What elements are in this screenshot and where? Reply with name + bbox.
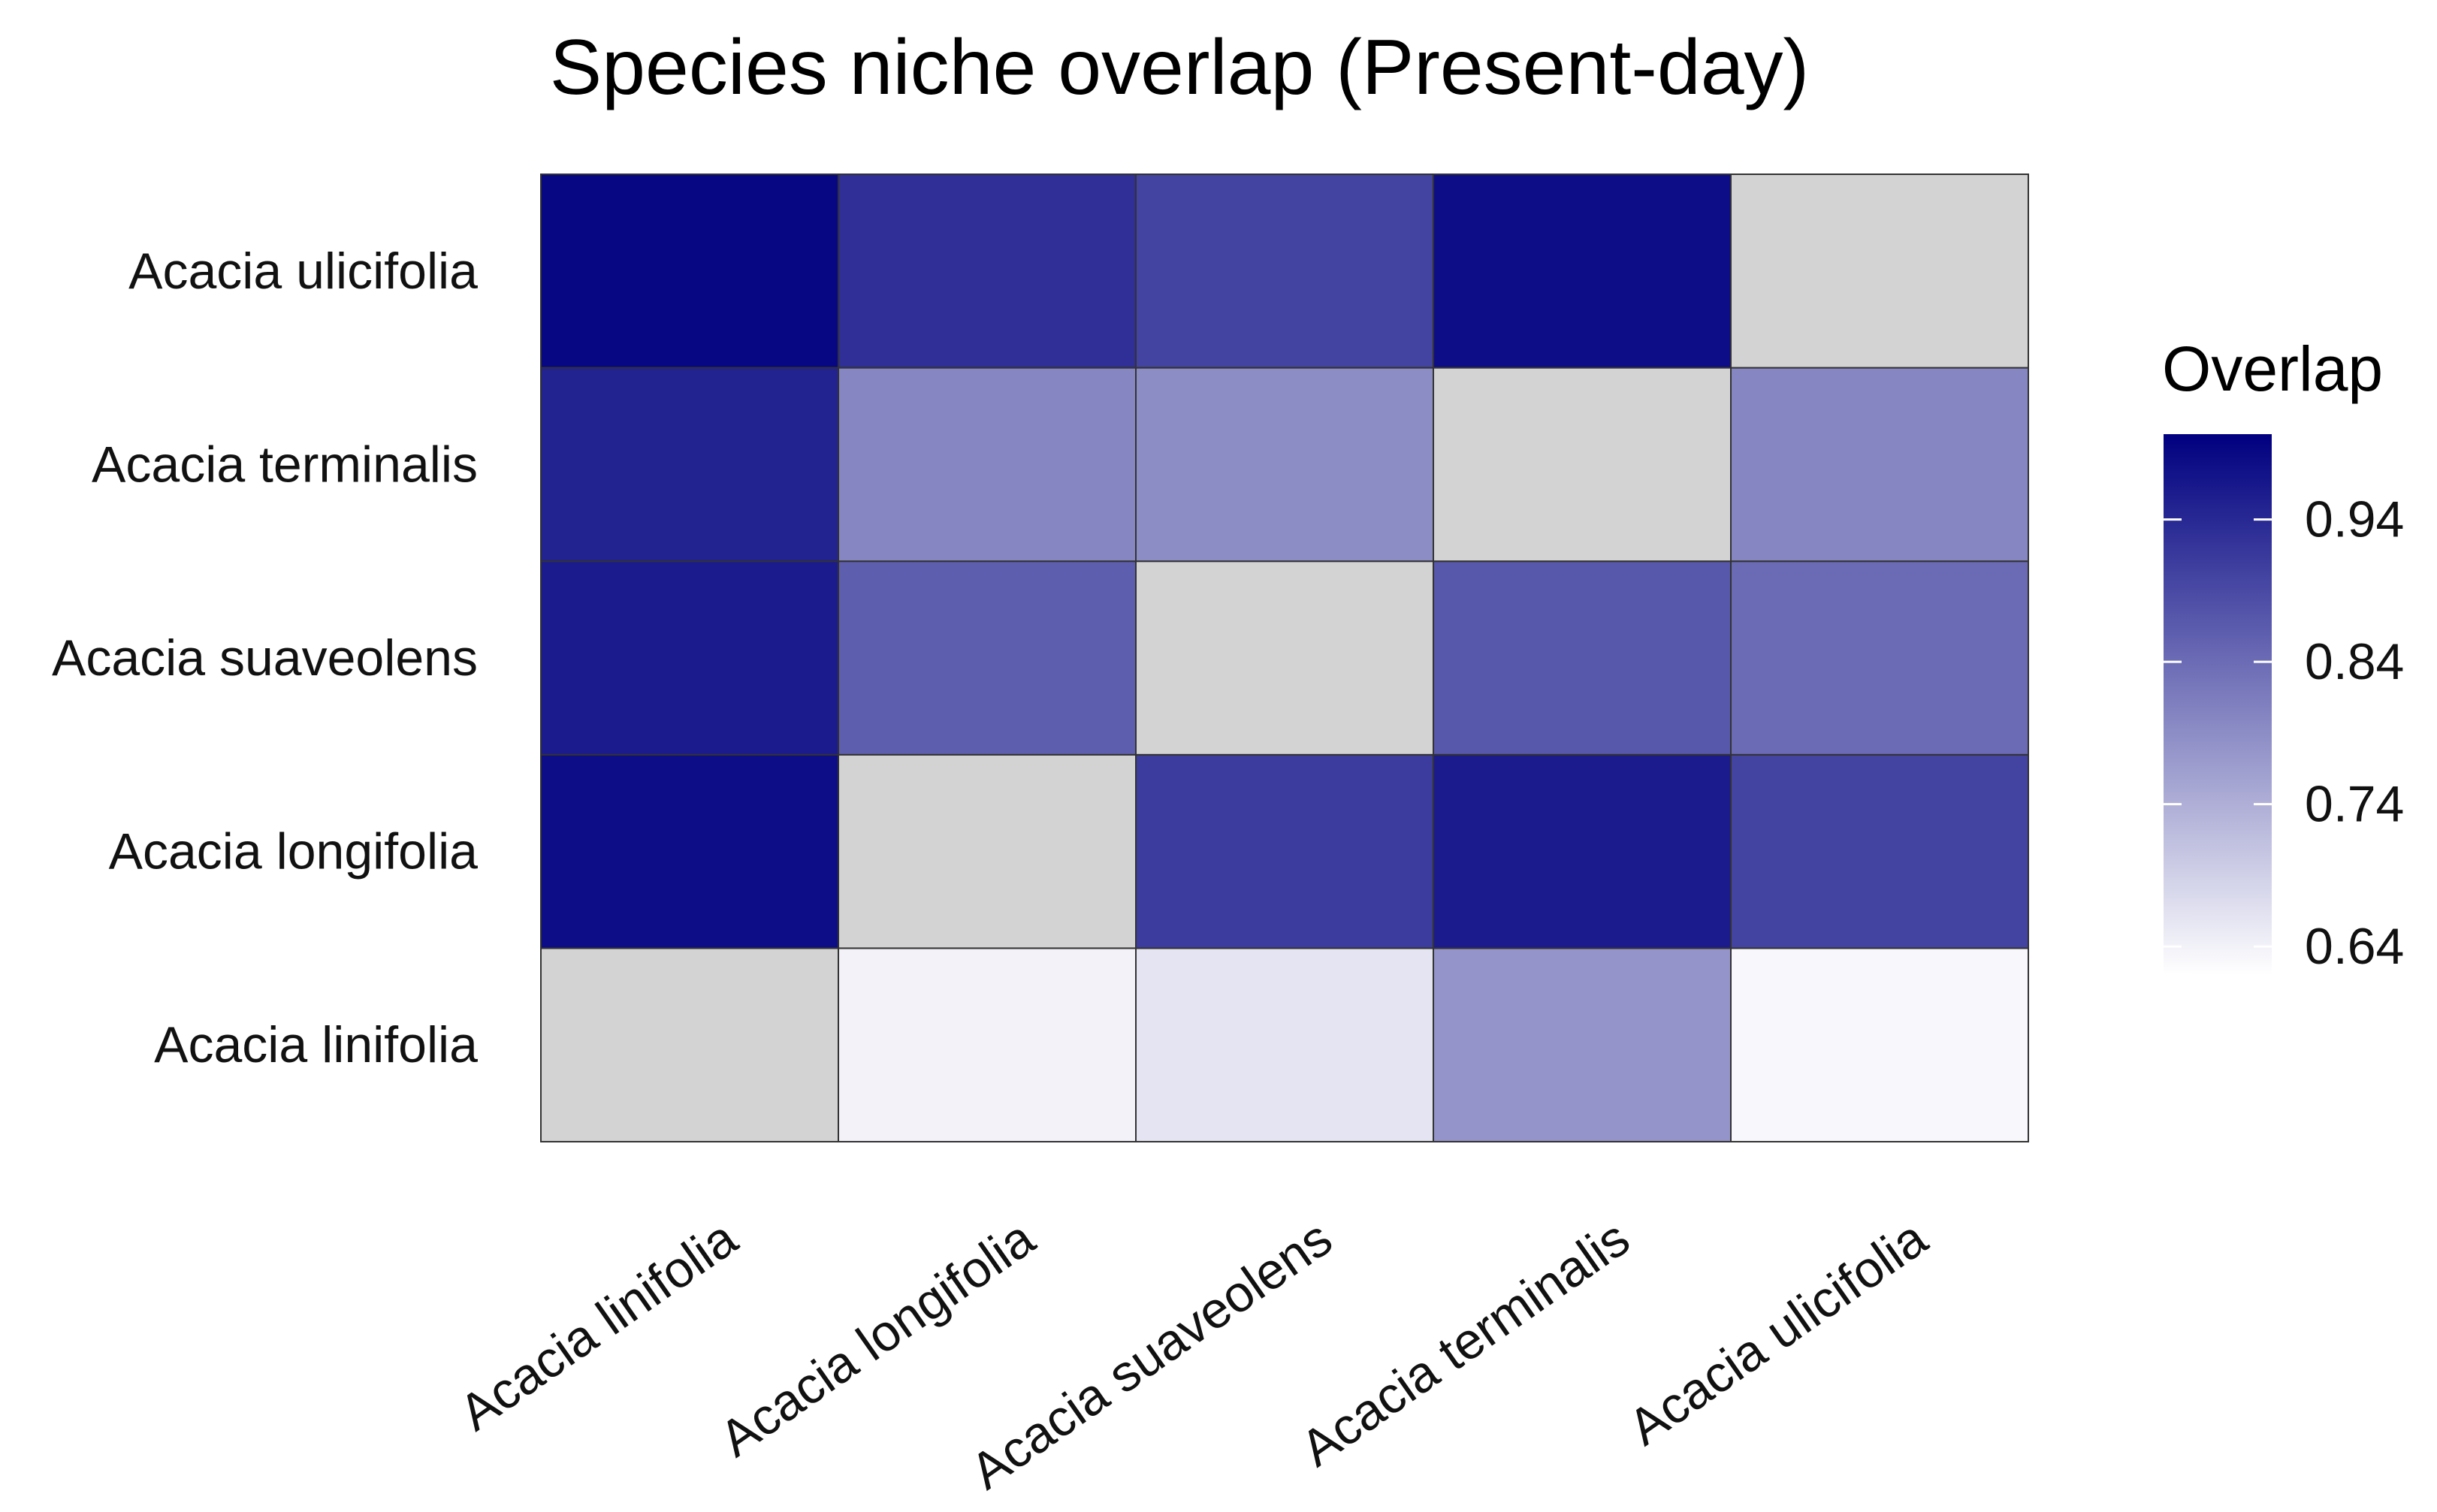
- heatmap-cell-1-1: [540, 947, 839, 1143]
- heatmap-cell-2-4: [838, 367, 1137, 563]
- legend-colorbar: [2164, 434, 2272, 975]
- y-tick-label: Acacia linifolia: [154, 1016, 478, 1073]
- heatmap-cell-2-2: [838, 753, 1137, 949]
- heatmap-cell-3-5: [1135, 174, 1434, 369]
- heatmap-cell-1-3: [540, 560, 839, 756]
- heatmap-cells: [540, 174, 2029, 1143]
- legend-tick-label: 0.74: [2305, 776, 2404, 833]
- heatmap-cell-5-4: [1730, 367, 2029, 563]
- heatmap-cell-2-5: [838, 174, 1137, 369]
- heatmap-cell-3-2: [1135, 753, 1434, 949]
- legend-tick-label: 0.64: [2305, 918, 2404, 975]
- heatmap-cell-3-3: [1135, 560, 1434, 756]
- x-tick-label: Acacia linifolia: [449, 1209, 747, 1442]
- y-tick-label: Acacia terminalis: [92, 436, 478, 493]
- heatmap-cell-4-3: [1433, 560, 1732, 756]
- y-axis-labels: Acacia linifolia Acacia longifolia Acacia …: [52, 243, 478, 1073]
- color-legend: Overlap 0.64 0.74 0.84 0.94: [2162, 333, 2404, 975]
- legend-title: Overlap: [2162, 333, 2383, 404]
- heatmap-cell-1-4: [540, 367, 839, 563]
- heatmap-cell-4-2: [1433, 753, 1732, 949]
- legend-tick-label: 0.94: [2305, 491, 2404, 548]
- heatmap-cell-5-5: [1730, 174, 2029, 369]
- x-tick-label: Acacia terminalis: [1291, 1209, 1640, 1477]
- y-tick-label: Acacia longifolia: [109, 823, 479, 880]
- y-tick-label: Acacia ulicifolia: [128, 243, 478, 300]
- heatmap-cell-5-3: [1730, 560, 2029, 756]
- y-tick-label: Acacia suaveolens: [52, 629, 478, 687]
- plot-border: [540, 174, 2029, 1142]
- heatmap-cell-4-1: [1433, 947, 1732, 1143]
- chart-title: Species niche overlap (Present-day): [550, 24, 1809, 111]
- heatmap-cell-3-4: [1135, 367, 1434, 563]
- heatmap-cell-4-4: [1433, 367, 1732, 563]
- heatmap-cell-1-2: [540, 753, 839, 949]
- x-tick-label: Acacia ulicifolia: [1618, 1209, 1937, 1456]
- legend-ticks: 0.64 0.74 0.84 0.94: [2164, 491, 2404, 975]
- heatmap-cell-2-3: [838, 560, 1137, 756]
- legend-tick-label: 0.84: [2305, 633, 2404, 690]
- heatmap-cell-1-5: [540, 174, 839, 369]
- heatmap-cell-3-1: [1135, 947, 1434, 1143]
- heatmap-cell-2-1: [838, 947, 1137, 1143]
- heatmap-cell-4-5: [1433, 174, 1732, 369]
- heatmap-cell-5-2: [1730, 753, 2029, 949]
- heatmap-cell-5-1: [1730, 947, 2029, 1143]
